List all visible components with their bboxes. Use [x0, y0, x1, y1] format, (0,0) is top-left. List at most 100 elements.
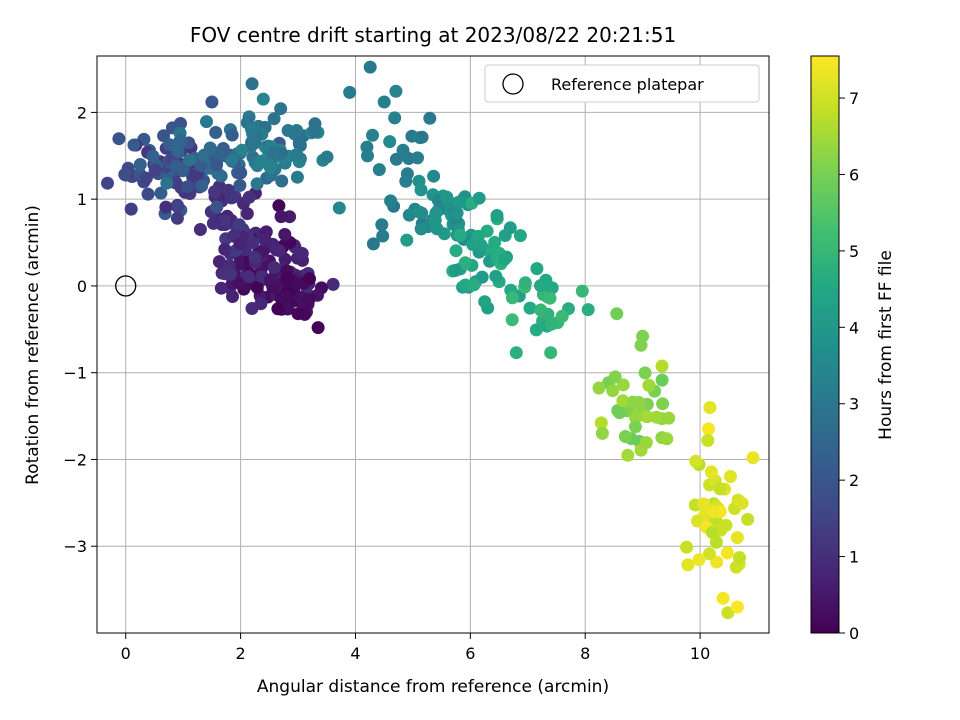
- data-point: [258, 233, 272, 247]
- data-point: [263, 161, 277, 175]
- data-point: [157, 129, 171, 143]
- colorbar: 0 1 2 3 4 5 6 7 Hours from first FF file: [810, 55, 896, 643]
- data-point: [701, 434, 715, 447]
- data-point: [302, 293, 316, 306]
- data-point: [127, 138, 141, 152]
- data-point: [311, 321, 325, 335]
- data-point: [360, 140, 374, 154]
- data-point: [544, 346, 558, 360]
- data-point: [474, 238, 488, 252]
- data-point: [242, 270, 256, 284]
- colorbar-gradient: [810, 55, 840, 634]
- data-point: [543, 291, 557, 305]
- data-point: [366, 128, 379, 142]
- data-point: [449, 244, 463, 258]
- data-point: [372, 163, 386, 177]
- data-point: [721, 606, 735, 620]
- y-tick-label: −2: [63, 450, 87, 469]
- data-point: [610, 307, 624, 321]
- data-point: [555, 309, 569, 323]
- data-point: [467, 278, 481, 292]
- data-point: [112, 132, 126, 146]
- data-point: [650, 410, 663, 424]
- data-point: [581, 303, 595, 317]
- y-axis-label: Rotation from reference (arcmin): [23, 205, 43, 485]
- data-point: [288, 127, 301, 141]
- x-tick-label: 6: [465, 644, 475, 663]
- colorbar-label: Hours from first FF file: [876, 250, 896, 440]
- colorbar-tick-label: 5: [849, 242, 859, 261]
- y-tick-label: −1: [63, 364, 87, 383]
- data-point: [240, 207, 254, 221]
- data-point: [616, 394, 630, 408]
- colorbar-tick-label: 0: [849, 624, 859, 643]
- colorbar-tick-label: 4: [849, 318, 859, 337]
- data-point: [458, 256, 472, 270]
- colorbar-tick-label: 6: [849, 165, 859, 184]
- data-point: [278, 228, 292, 241]
- data-point: [478, 295, 492, 309]
- data-point: [212, 255, 226, 269]
- data-point: [193, 223, 207, 236]
- data-point: [267, 261, 281, 274]
- data-point: [724, 470, 737, 483]
- data-point: [139, 171, 153, 185]
- data-point: [182, 153, 196, 167]
- data-point: [141, 187, 155, 201]
- data-point: [248, 136, 262, 150]
- data-point: [595, 426, 609, 440]
- data-point: [534, 279, 547, 293]
- data-point: [733, 551, 746, 565]
- data-point: [488, 235, 502, 249]
- data-point: [452, 195, 466, 209]
- legend-marker-icon: [502, 73, 524, 95]
- data-point: [709, 535, 723, 549]
- x-tick-label: 8: [580, 644, 590, 663]
- data-point: [225, 153, 239, 167]
- data-point: [326, 277, 340, 291]
- data-point: [713, 482, 727, 496]
- y-tick-label: 1: [77, 190, 87, 209]
- data-point: [503, 221, 517, 235]
- data-point: [489, 269, 503, 283]
- data-point: [124, 202, 138, 216]
- data-point: [181, 180, 195, 194]
- x-tick-label: 0: [121, 644, 131, 663]
- chart-title: FOV centre drift starting at 2023/08/22 …: [190, 23, 676, 47]
- data-point: [629, 411, 643, 424]
- y-ticks: −3 −2 −1 0 1 2: [63, 103, 97, 556]
- data-point: [730, 531, 744, 545]
- data-point: [210, 200, 224, 214]
- data-point: [626, 395, 640, 409]
- data-point: [377, 95, 391, 109]
- data-point: [746, 451, 760, 465]
- data-point: [505, 313, 519, 327]
- data-point: [702, 422, 715, 436]
- data-point: [154, 186, 168, 200]
- data-point: [101, 176, 114, 190]
- data-point: [271, 302, 285, 316]
- x-tick-label: 10: [690, 644, 710, 663]
- data-point: [195, 179, 209, 193]
- data-point: [691, 514, 704, 528]
- data-point: [389, 84, 403, 98]
- data-point: [290, 148, 304, 161]
- colorbar-tick-label: 3: [849, 395, 859, 414]
- data-point: [280, 291, 294, 305]
- data-point: [376, 229, 390, 243]
- plot-frame: [96, 55, 770, 634]
- data-point: [234, 166, 248, 180]
- data-point: [295, 247, 309, 260]
- data-point: [414, 222, 428, 236]
- data-point: [232, 218, 246, 232]
- colorbar-tick-label: 7: [849, 89, 859, 108]
- data-point: [266, 146, 280, 160]
- data-point: [608, 370, 622, 384]
- data-point: [534, 303, 548, 317]
- data-point: [169, 159, 183, 173]
- data-point: [530, 262, 544, 276]
- x-tick-label: 4: [350, 644, 360, 663]
- data-point: [248, 251, 262, 264]
- data-point: [472, 191, 486, 205]
- data-point: [375, 218, 389, 232]
